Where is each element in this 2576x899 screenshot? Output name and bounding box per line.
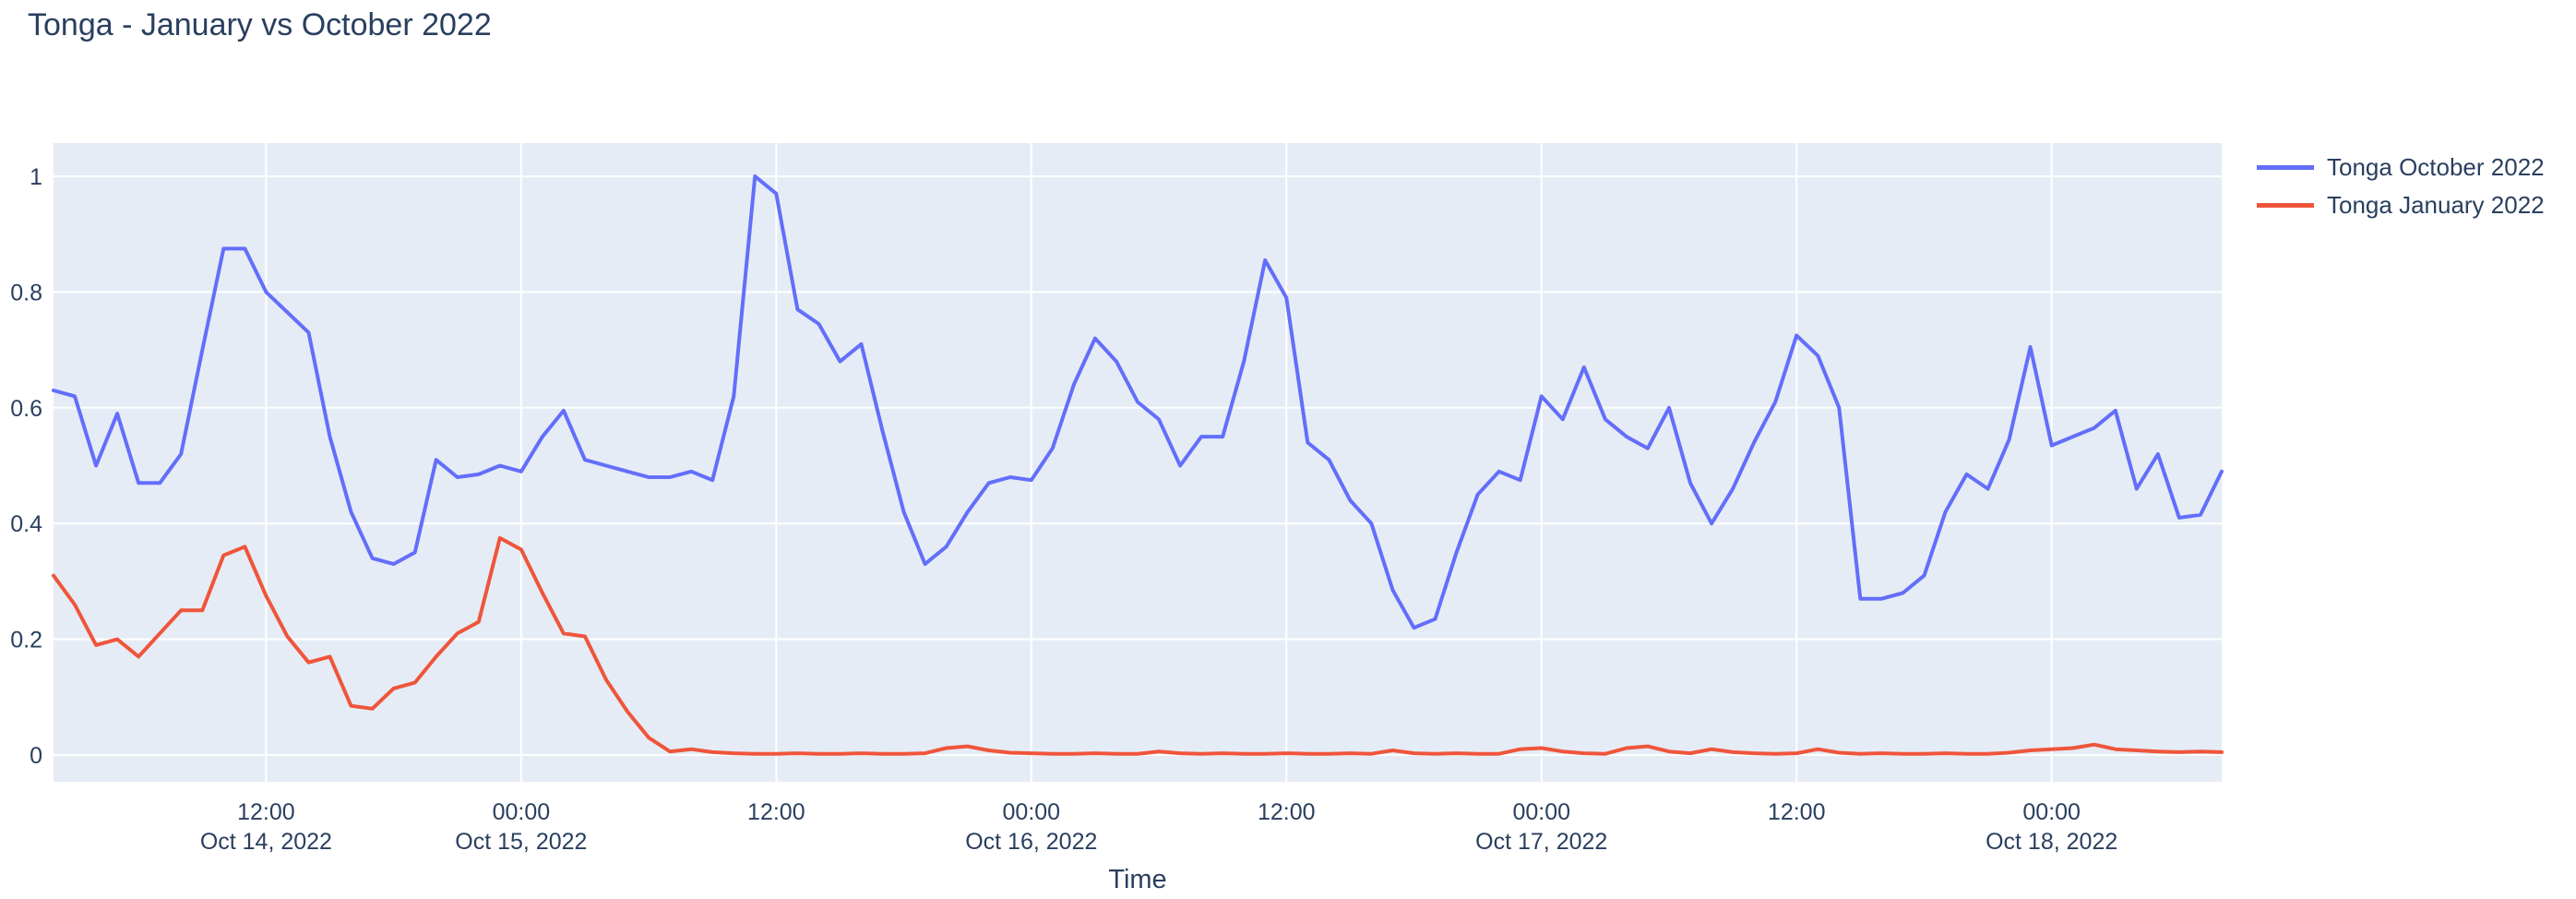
x-tick-time-label: 12:00 xyxy=(1768,799,1826,825)
plot-area-background xyxy=(54,143,2222,782)
y-tick-label: 0.2 xyxy=(10,628,42,653)
x-tick-time-label: 00:00 xyxy=(2022,799,2081,825)
legend-label: Tonga October 2022 xyxy=(2327,152,2545,181)
legend-line-swatch xyxy=(2257,202,2314,208)
y-tick-label: 1 xyxy=(30,164,42,190)
x-tick-date-label: Oct 17, 2022 xyxy=(1475,829,1607,855)
chart-title: Tonga - January vs October 2022 xyxy=(28,7,492,42)
x-tick-time-label: 00:00 xyxy=(493,799,551,825)
series-line-tonga-october-2022 xyxy=(52,174,2224,630)
legend-item-tonga-october-2022[interactable]: Tonga October 2022 xyxy=(2257,151,2545,183)
x-tick-time-label: 00:00 xyxy=(1512,799,1570,825)
y-tick-label: 0.8 xyxy=(10,280,42,306)
x-axis-title: Time xyxy=(1108,865,1166,894)
legend-label: Tonga January 2022 xyxy=(2327,190,2545,219)
series-line-tonga-january-2022 xyxy=(52,535,2224,756)
x-tick-time-label: 12:00 xyxy=(237,799,295,825)
x-tick-time-label: 12:00 xyxy=(1258,799,1316,825)
y-tick-label: 0.4 xyxy=(10,511,42,537)
legend: Tonga October 2022 Tonga January 2022 xyxy=(2257,151,2545,221)
legend-line-swatch xyxy=(2257,164,2314,170)
legend-item-tonga-january-2022[interactable]: Tonga January 2022 xyxy=(2257,189,2545,221)
x-tick-date-label: Oct 15, 2022 xyxy=(455,829,587,855)
y-tick-label: 0 xyxy=(30,743,42,769)
x-tick-time-label: 12:00 xyxy=(747,799,805,825)
x-tick-date-label: Oct 16, 2022 xyxy=(965,829,1097,855)
y-tick-label: 0.6 xyxy=(10,396,42,422)
x-tick-date-label: Oct 14, 2022 xyxy=(200,829,332,855)
x-tick-time-label: 00:00 xyxy=(1003,799,1061,825)
x-tick-date-label: Oct 18, 2022 xyxy=(1986,829,2117,855)
